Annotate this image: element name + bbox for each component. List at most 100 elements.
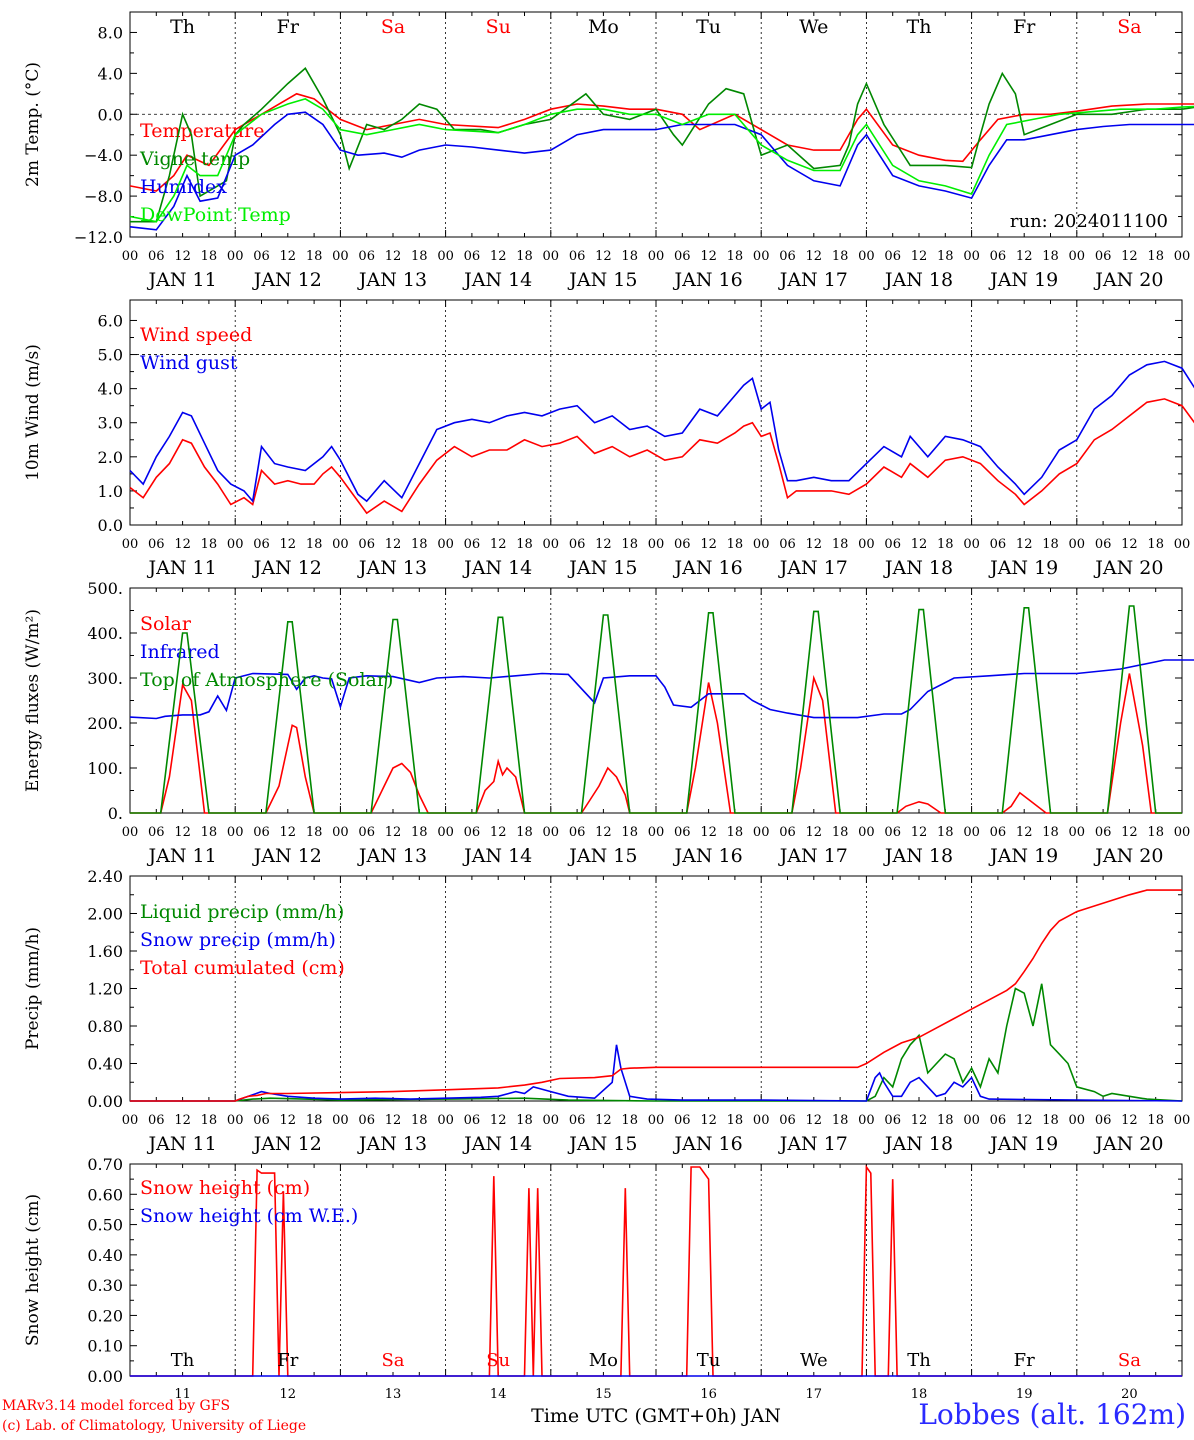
hour-tick-label: 18 bbox=[411, 825, 428, 840]
hour-tick-label: 18 bbox=[832, 1113, 849, 1128]
hour-tick-label: 18 bbox=[306, 249, 323, 264]
day-label: JAN 12 bbox=[252, 845, 322, 867]
hour-tick-label: 00 bbox=[122, 1113, 139, 1128]
day-label: JAN 15 bbox=[567, 557, 637, 579]
legend-entry: DewPoint Temp bbox=[140, 204, 291, 226]
panel-5: 0.70 0.60 0.50 0.40 0.30 0.20 0.10 0.00 Snow hei… bbox=[23, 1155, 1183, 1427]
hour-tick-label: 06 bbox=[253, 825, 270, 840]
hour-tick-label: 18 bbox=[937, 825, 954, 840]
y-tick-label: 1.60 bbox=[87, 942, 123, 961]
hour-tick-label: 12 bbox=[1016, 825, 1033, 840]
panel-4: 2.40 2.00 1.60 1.20 0.80 0.40 0.00 Precip (mm/h… bbox=[23, 867, 1190, 1155]
hour-tick-label: 06 bbox=[464, 537, 481, 552]
hour-tick-label: 12 bbox=[700, 249, 717, 264]
weekday-label: Su bbox=[486, 16, 511, 38]
hour-tick-label: 06 bbox=[148, 537, 165, 552]
hour-tick-label: 00 bbox=[1069, 1113, 1086, 1128]
day-label: JAN 16 bbox=[673, 557, 743, 579]
y-tick-label: 2.40 bbox=[87, 867, 123, 886]
weekday-label: Th bbox=[171, 1350, 195, 1371]
weekday-label: Fr bbox=[1013, 16, 1036, 38]
hour-tick-label: 00 bbox=[753, 537, 770, 552]
hour-tick-label: 00 bbox=[963, 249, 980, 264]
day-number-label: 14 bbox=[490, 1387, 507, 1402]
weekday-label: Mo bbox=[588, 16, 619, 38]
y-tick-label: 6.0 bbox=[98, 311, 123, 330]
y-tick-label: 0.40 bbox=[87, 1246, 123, 1265]
day-label: JAN 11 bbox=[147, 845, 217, 867]
hour-tick-label: 06 bbox=[990, 537, 1007, 552]
day-label: JAN 17 bbox=[778, 269, 848, 291]
hour-tick-label: 18 bbox=[516, 1113, 533, 1128]
series-line bbox=[130, 889, 1182, 1102]
y-axis-label: 2m Temp. (°C) bbox=[23, 62, 43, 187]
hour-tick-label: 06 bbox=[569, 249, 586, 264]
series-line bbox=[129, 98, 1194, 223]
legend-entry: Snow height (cm) bbox=[140, 1177, 310, 1199]
hour-tick-label: 00 bbox=[122, 537, 139, 552]
hour-tick-label: 18 bbox=[306, 537, 323, 552]
legend-entry: Top of Atmosphere (Solar) bbox=[140, 669, 393, 691]
hour-tick-label: 06 bbox=[779, 1113, 796, 1128]
hour-tick-label: 00 bbox=[858, 249, 875, 264]
hour-tick-label: 12 bbox=[700, 1113, 717, 1128]
legend-entry: Temperature bbox=[140, 120, 264, 142]
hour-tick-label: 00 bbox=[1174, 537, 1191, 552]
hour-tick-label: 00 bbox=[1174, 825, 1191, 840]
lab-credit: (c) Lab. of Climatology, University of L… bbox=[2, 1418, 307, 1434]
day-label: JAN 11 bbox=[147, 1133, 217, 1155]
day-label: JAN 15 bbox=[567, 1133, 637, 1155]
hour-tick-label: 00 bbox=[753, 825, 770, 840]
hour-tick-label: 12 bbox=[595, 537, 612, 552]
hour-tick-label: 12 bbox=[1121, 249, 1138, 264]
day-number-label: 15 bbox=[595, 1387, 612, 1402]
hour-tick-label: 06 bbox=[990, 1113, 1007, 1128]
hour-tick-label: 06 bbox=[674, 537, 691, 552]
day-label: JAN 13 bbox=[357, 845, 427, 867]
y-tick-label: 0.70 bbox=[87, 1155, 123, 1174]
hour-tick-label: 12 bbox=[806, 249, 823, 264]
hour-tick-label: 06 bbox=[990, 249, 1007, 264]
hour-tick-label: 18 bbox=[201, 825, 218, 840]
hour-tick-label: 00 bbox=[543, 825, 560, 840]
hour-tick-label: 00 bbox=[332, 1113, 349, 1128]
hour-tick-label: 18 bbox=[1147, 1113, 1164, 1128]
day-label: JAN 13 bbox=[357, 1133, 427, 1155]
hour-tick-label: 00 bbox=[227, 1113, 244, 1128]
hour-tick-label: 00 bbox=[858, 537, 875, 552]
day-number-label: 16 bbox=[700, 1387, 717, 1402]
y-tick-label: 0.30 bbox=[87, 1276, 123, 1295]
hour-tick-label: 12 bbox=[280, 825, 297, 840]
hour-tick-label: 18 bbox=[516, 249, 533, 264]
y-tick-label: 0.10 bbox=[87, 1337, 123, 1356]
y-axis-label: 10m Wind (m/s) bbox=[23, 344, 43, 481]
day-label: JAN 14 bbox=[462, 845, 532, 867]
hour-tick-label: 18 bbox=[832, 249, 849, 264]
day-label: JAN 16 bbox=[673, 845, 743, 867]
weekday-label: Su bbox=[486, 1350, 510, 1371]
hour-tick-label: 12 bbox=[490, 1113, 507, 1128]
y-tick-label: 0.80 bbox=[87, 1017, 123, 1036]
day-label: JAN 20 bbox=[1093, 269, 1163, 291]
hour-tick-label: 12 bbox=[280, 249, 297, 264]
hour-tick-label: 00 bbox=[858, 825, 875, 840]
hour-tick-label: 00 bbox=[227, 537, 244, 552]
hour-tick-label: 18 bbox=[1042, 249, 1059, 264]
hour-tick-label: 00 bbox=[122, 249, 139, 264]
series-line bbox=[130, 67, 1194, 223]
legend-entry: Wind gust bbox=[140, 352, 238, 374]
hour-tick-label: 00 bbox=[332, 825, 349, 840]
legend-entry: Liquid precip (mm/h) bbox=[140, 901, 344, 923]
panel-1: 8.0 4.0 0.0 −4.0 −8.0 −12.0 2m Temp. (°C) Tempe… bbox=[23, 11, 1194, 291]
hour-tick-label: 18 bbox=[621, 537, 638, 552]
day-label: JAN 15 bbox=[567, 269, 637, 291]
y-tick-label: −12.0 bbox=[74, 228, 123, 247]
hour-tick-label: 12 bbox=[1121, 537, 1138, 552]
day-label: JAN 14 bbox=[462, 557, 532, 579]
hour-tick-label: 06 bbox=[253, 537, 270, 552]
day-label: JAN 11 bbox=[147, 557, 217, 579]
hour-tick-label: 12 bbox=[1121, 825, 1138, 840]
hour-tick-label: 12 bbox=[911, 825, 928, 840]
y-tick-label: 0.0 bbox=[98, 105, 123, 124]
